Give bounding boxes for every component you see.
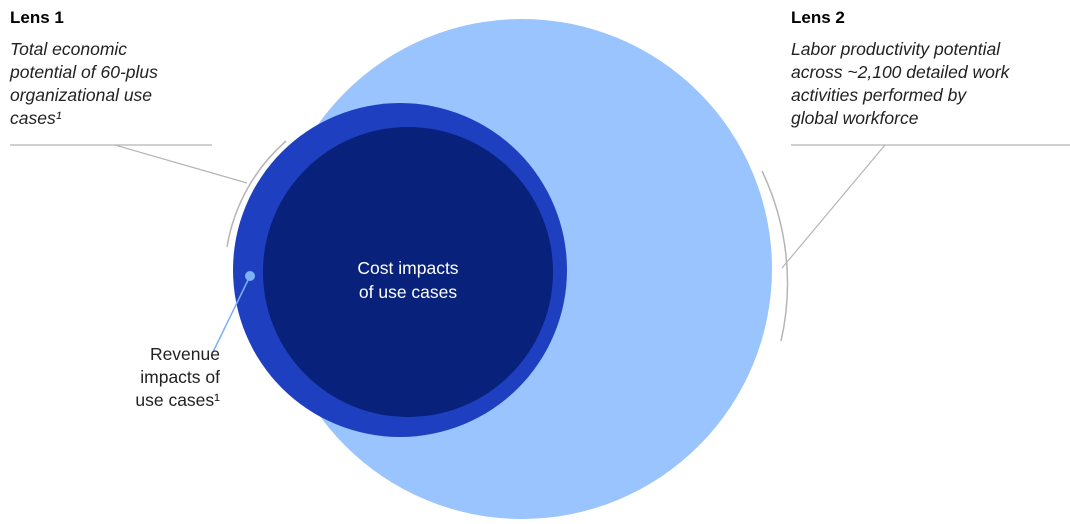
lens1-description-line: cases¹ xyxy=(10,108,62,128)
revenue-impacts-label: Revenue impacts of use cases¹ xyxy=(100,343,220,412)
lens1-description: Total economic potential of 60-plus orga… xyxy=(10,38,158,130)
revenue-pointer-dot xyxy=(245,271,255,281)
lens1-bracket-arc xyxy=(226,140,287,248)
lens2-description-line: global workforce xyxy=(791,108,919,128)
revenue-impacts-label-line: Revenue xyxy=(149,344,220,364)
lens2-leader-line xyxy=(781,144,886,269)
revenue-pointer-line xyxy=(212,275,251,353)
cost-impacts-circle xyxy=(263,127,553,417)
lens2-title: Lens 2 xyxy=(791,8,845,27)
lens2-description-line: activities performed by xyxy=(791,85,967,105)
revenue-impacts-label-line: impacts of xyxy=(140,367,220,387)
revenue-impacts-label-line: use cases¹ xyxy=(135,390,220,410)
cost-impacts-label-line: Cost impacts xyxy=(357,258,459,278)
lens2-description: Labor productivity potential across ~2,1… xyxy=(791,38,1009,130)
lens1-title: Lens 1 xyxy=(10,8,64,27)
lens2-description-line: across ~2,100 detailed work xyxy=(791,62,1010,82)
lens1-description-line: potential of 60-plus xyxy=(10,62,158,82)
lens2-bracket-arc xyxy=(761,170,789,342)
cost-impacts-label: Cost impacts of use cases xyxy=(318,256,498,304)
lens1-description-line: organizational use xyxy=(10,85,153,105)
lens2-description-line: Labor productivity potential xyxy=(791,39,1001,59)
cost-impacts-label-line: of use cases xyxy=(358,282,458,302)
lens1-leader-line xyxy=(114,144,248,184)
lens1-description-line: Total economic xyxy=(10,39,128,59)
